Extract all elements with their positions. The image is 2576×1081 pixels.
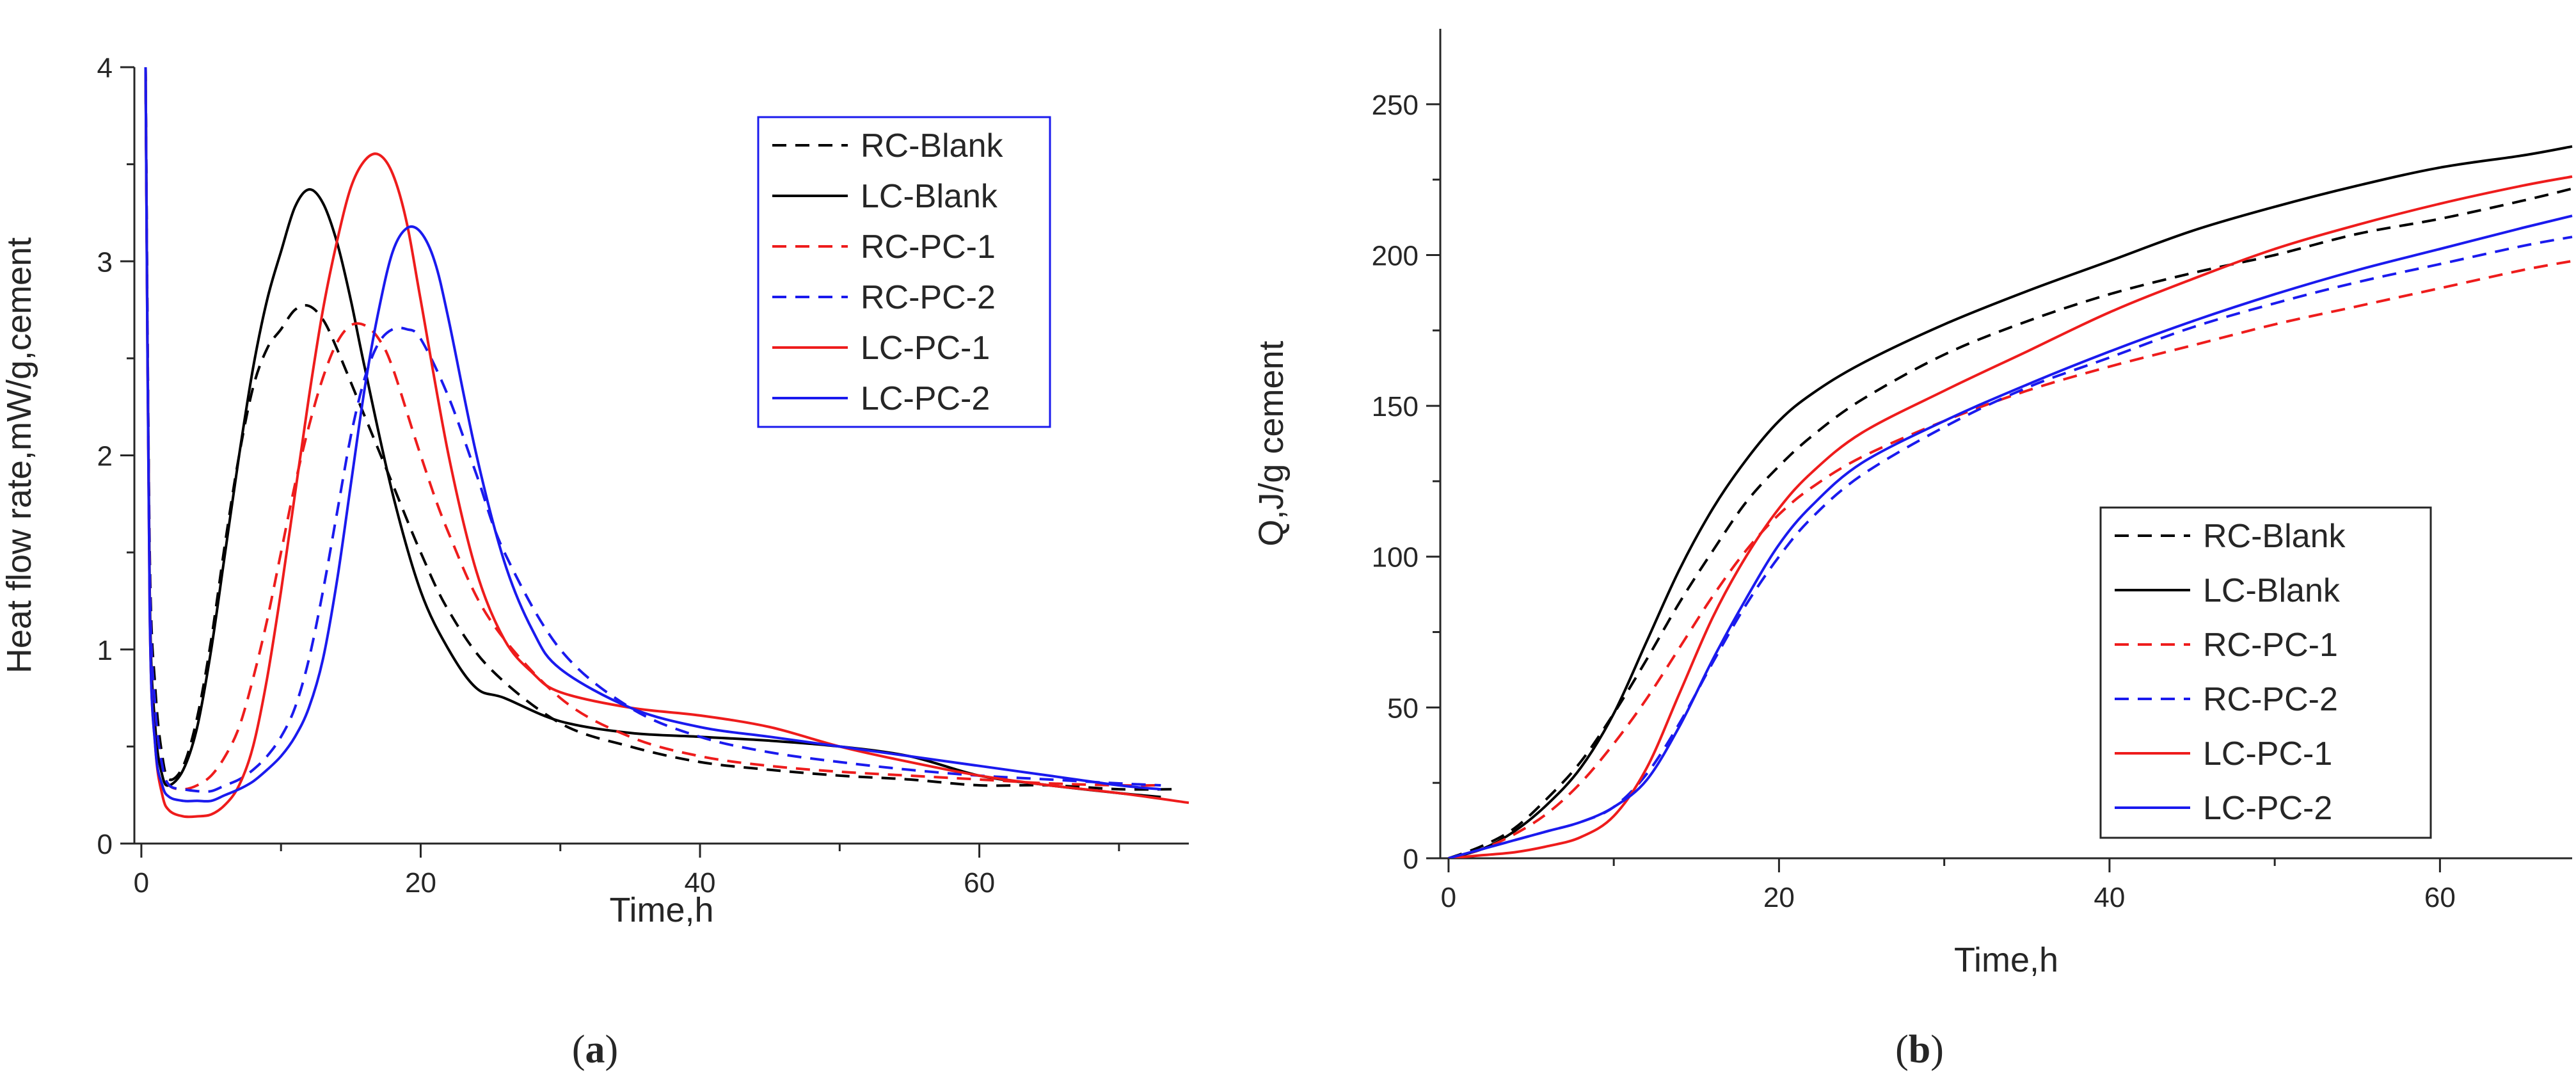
y-tick-label: 0 xyxy=(97,829,113,860)
y-tick-label: 0 xyxy=(1403,844,1419,875)
legend: RC-Blank LC-Blank RC-PC-1 RC-PC-2 LC-PC-1 LC-… xyxy=(2099,506,2432,839)
legend-label: RC-PC-2 xyxy=(2203,681,2338,718)
panel-label: (a) xyxy=(572,1028,618,1071)
legend-label: LC-PC-2 xyxy=(2203,790,2332,827)
legend-box xyxy=(2099,506,2432,839)
legend-label: LC-PC-2 xyxy=(861,380,990,417)
legend-label: RC-PC-2 xyxy=(861,279,996,316)
series-group xyxy=(1448,145,2573,858)
legend-label: RC-Blank xyxy=(861,127,1003,164)
x-tick-label: 40 xyxy=(2094,882,2125,913)
legend: RC-Blank LC-Blank RC-PC-1 RC-PC-2 LC-PC-1 LC-… xyxy=(757,116,1051,428)
series-line-rc-blank xyxy=(144,67,1175,791)
y-axis-title: Heat flow rate,mW/g,cement xyxy=(0,237,38,673)
series-line-lc-pc-1 xyxy=(1448,175,2573,858)
legend-label: LC-Blank xyxy=(2203,572,2341,609)
x-axis-title: Time,h xyxy=(1954,941,2058,979)
y-tick-label: 150 xyxy=(1372,391,1419,422)
legend-label: RC-PC-1 xyxy=(2203,627,2338,664)
x-tick-label: 0 xyxy=(134,867,149,899)
y-axis-title: Q,J/g cement xyxy=(1252,340,1291,546)
series-line-lc-pc-2 xyxy=(144,67,1161,803)
x-tick-label: 40 xyxy=(685,867,716,899)
series-line-rc-pc-2 xyxy=(144,67,1161,793)
x-tick-label: 20 xyxy=(405,867,436,899)
x-tick-label: 0 xyxy=(1441,882,1456,913)
y-tick-label: 1 xyxy=(97,635,113,666)
legend-label: RC-Blank xyxy=(2203,518,2346,555)
chart-panel-a: 0 20 40 60 0 1 2 3 4 Time,h Heat flow rate,mW/g,ce… xyxy=(0,52,1189,1071)
chart-panel-b: 0 20 40 60 0 50 100 150 200 250 Time,h Q,J/g cement… xyxy=(1252,29,2573,1071)
y-tick-label: 3 xyxy=(97,246,113,278)
y-tick-label: 50 xyxy=(1387,693,1419,724)
x-axis-title: Time,h xyxy=(609,891,713,929)
series-group xyxy=(144,67,1189,819)
y-tick-label: 250 xyxy=(1372,90,1419,121)
x-tick-label: 60 xyxy=(2424,882,2456,913)
panel-label: (b) xyxy=(1895,1028,1944,1071)
y-tick-label: 100 xyxy=(1372,542,1419,573)
legend-box xyxy=(757,116,1051,428)
legend-label: LC-PC-1 xyxy=(861,330,990,367)
series-line-lc-pc-2 xyxy=(1448,214,2573,858)
series-line-lc-pc-1 xyxy=(144,67,1189,819)
series-line-rc-pc-1 xyxy=(1448,259,2573,858)
y-tick-label: 4 xyxy=(97,52,113,84)
legend-label: LC-PC-1 xyxy=(2203,735,2332,773)
series-line-rc-blank xyxy=(1448,187,2573,858)
x-tick-label: 20 xyxy=(1763,882,1795,913)
series-line-lc-blank xyxy=(1448,145,2573,858)
y-tick-label: 200 xyxy=(1372,240,1419,271)
legend-label: LC-Blank xyxy=(861,178,998,215)
y-tick-label: 2 xyxy=(97,441,113,472)
x-tick-label: 60 xyxy=(964,867,995,899)
legend-label: RC-PC-1 xyxy=(861,228,996,266)
